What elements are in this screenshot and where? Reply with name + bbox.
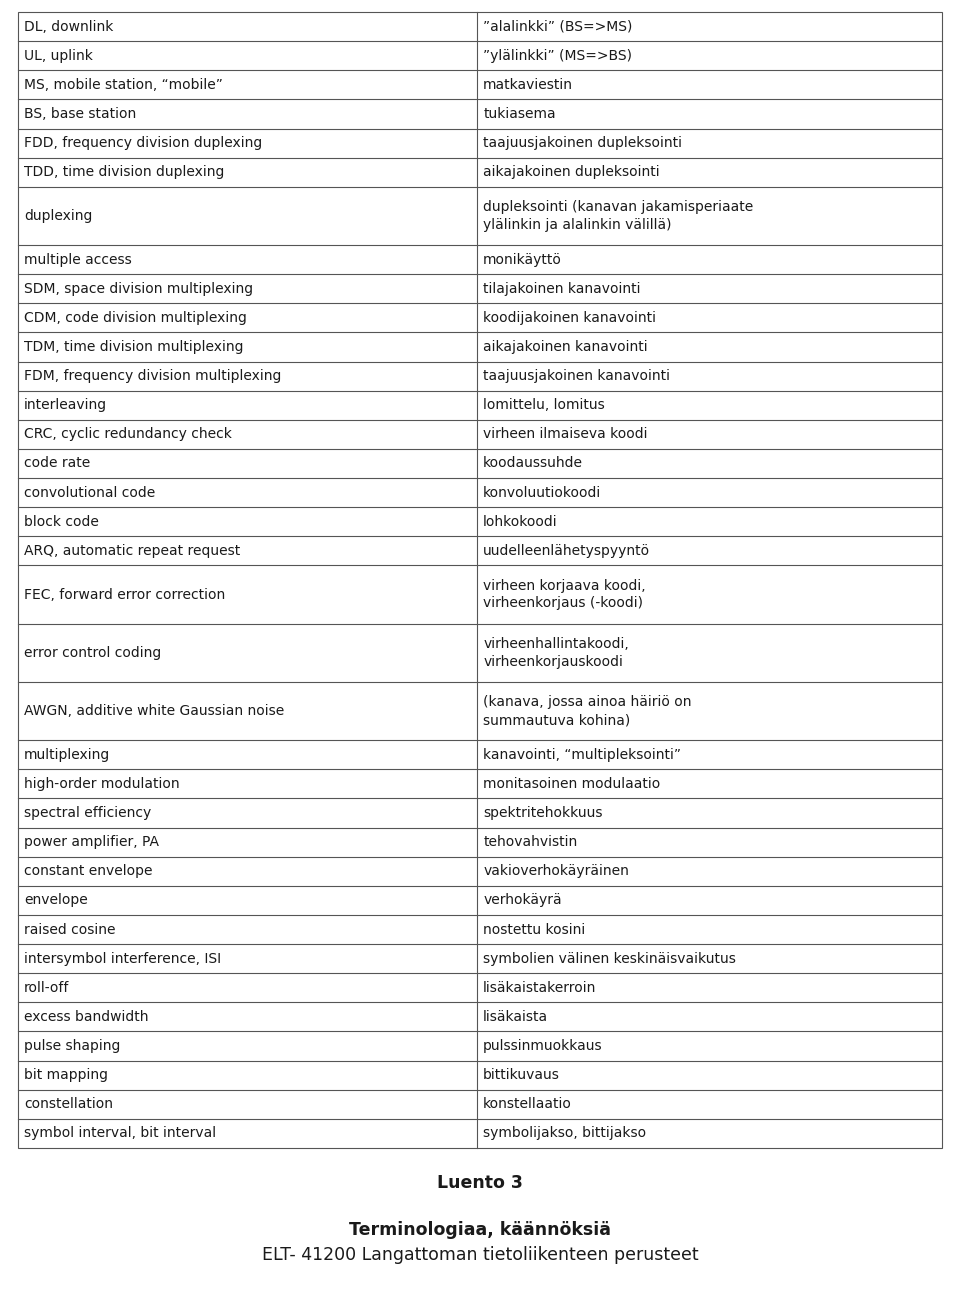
Text: constellation: constellation — [24, 1098, 113, 1111]
Text: envelope: envelope — [24, 893, 87, 908]
Text: virheen korjaava koodi,
virheenkorjaus (-koodi): virheen korjaava koodi, virheenkorjaus (… — [483, 579, 646, 610]
Text: multiplexing: multiplexing — [24, 748, 110, 762]
Text: lisäkaistakerroin: lisäkaistakerroin — [483, 981, 596, 994]
Text: duplexing: duplexing — [24, 208, 92, 223]
Text: interleaving: interleaving — [24, 398, 108, 413]
Text: vakioverhokäyräinen: vakioverhokäyräinen — [483, 865, 629, 878]
Text: monikäyttö: monikäyttö — [483, 253, 563, 267]
Text: symbol interval, bit interval: symbol interval, bit interval — [24, 1127, 216, 1141]
Text: roll-off: roll-off — [24, 981, 69, 994]
Text: Terminologiaa, käännöksiä: Terminologiaa, käännöksiä — [349, 1221, 611, 1239]
Text: convolutional code: convolutional code — [24, 486, 156, 499]
Text: Luento 3: Luento 3 — [437, 1174, 523, 1192]
Text: CDM, code division multiplexing: CDM, code division multiplexing — [24, 310, 247, 325]
Text: taajuusjakoinen dupleksointi: taajuusjakoinen dupleksointi — [483, 136, 683, 151]
Text: bittikuvaus: bittikuvaus — [483, 1068, 560, 1082]
Text: dupleksointi (kanavan jakamisperiaate
ylälinkin ja alalinkin välillä): dupleksointi (kanavan jakamisperiaate yl… — [483, 200, 754, 232]
Text: block code: block code — [24, 515, 99, 529]
Text: aikajakoinen kanavointi: aikajakoinen kanavointi — [483, 341, 648, 354]
Text: lohkokoodi: lohkokoodi — [483, 515, 558, 529]
Text: konstellaatio: konstellaatio — [483, 1098, 572, 1111]
Text: MS, mobile station, “mobile”: MS, mobile station, “mobile” — [24, 77, 223, 92]
Text: intersymbol interference, ISI: intersymbol interference, ISI — [24, 951, 221, 965]
Text: tukiasema: tukiasema — [483, 107, 556, 121]
Text: AWGN, additive white Gaussian noise: AWGN, additive white Gaussian noise — [24, 703, 284, 718]
Text: SDM, space division multiplexing: SDM, space division multiplexing — [24, 282, 253, 296]
Text: FEC, forward error correction: FEC, forward error correction — [24, 588, 226, 601]
Text: kanavointi, “multipleksointi”: kanavointi, “multipleksointi” — [483, 748, 682, 762]
Text: matkaviestin: matkaviestin — [483, 77, 573, 92]
Text: code rate: code rate — [24, 456, 90, 470]
Text: lisäkaista: lisäkaista — [483, 1010, 548, 1024]
Text: raised cosine: raised cosine — [24, 922, 115, 937]
Text: ARQ, automatic repeat request: ARQ, automatic repeat request — [24, 544, 240, 558]
Text: koodaussuhde: koodaussuhde — [483, 456, 584, 470]
Text: UL, uplink: UL, uplink — [24, 48, 93, 63]
Text: uudelleenlähetyspyyntö: uudelleenlähetyspyyntö — [483, 544, 650, 558]
Text: ”alalinkki” (BS=>MS): ”alalinkki” (BS=>MS) — [483, 20, 633, 34]
Text: TDM, time division multiplexing: TDM, time division multiplexing — [24, 341, 244, 354]
Text: virheen ilmaiseva koodi: virheen ilmaiseva koodi — [483, 427, 648, 441]
Text: ELT- 41200 Langattoman tietoliikenteen perusteet: ELT- 41200 Langattoman tietoliikenteen p… — [262, 1246, 698, 1264]
Text: constant envelope: constant envelope — [24, 865, 153, 878]
Text: lomittelu, lomitus: lomittelu, lomitus — [483, 398, 605, 413]
Text: aikajakoinen dupleksointi: aikajakoinen dupleksointi — [483, 165, 660, 179]
Text: verhokäyrä: verhokäyrä — [483, 893, 562, 908]
Text: ”ylälinkki” (MS=>BS): ”ylälinkki” (MS=>BS) — [483, 48, 633, 63]
Text: symbolien välinen keskinäisvaikutus: symbolien välinen keskinäisvaikutus — [483, 951, 736, 965]
Text: FDD, frequency division duplexing: FDD, frequency division duplexing — [24, 136, 262, 151]
Text: spektritehokkuus: spektritehokkuus — [483, 806, 603, 820]
Text: tehovahvistin: tehovahvistin — [483, 836, 578, 849]
Text: error control coding: error control coding — [24, 646, 161, 660]
Text: tilajakoinen kanavointi: tilajakoinen kanavointi — [483, 282, 640, 296]
Text: taajuusjakoinen kanavointi: taajuusjakoinen kanavointi — [483, 369, 670, 383]
Text: bit mapping: bit mapping — [24, 1068, 108, 1082]
Text: power amplifier, PA: power amplifier, PA — [24, 836, 159, 849]
Text: spectral efficiency: spectral efficiency — [24, 806, 152, 820]
Text: TDD, time division duplexing: TDD, time division duplexing — [24, 165, 225, 179]
Text: multiple access: multiple access — [24, 253, 132, 267]
Text: konvoluutiokoodi: konvoluutiokoodi — [483, 486, 602, 499]
Text: nostettu kosini: nostettu kosini — [483, 922, 586, 937]
Text: (kanava, jossa ainoa häiriö on
summautuva kohina): (kanava, jossa ainoa häiriö on summautuv… — [483, 696, 692, 727]
Text: FDM, frequency division multiplexing: FDM, frequency division multiplexing — [24, 369, 281, 383]
Text: pulse shaping: pulse shaping — [24, 1039, 120, 1053]
Text: virheenhallintakoodi,
virheenkorjauskoodi: virheenhallintakoodi, virheenkorjauskood… — [483, 637, 629, 668]
Text: monitasoinen modulaatio: monitasoinen modulaatio — [483, 777, 660, 791]
Text: CRC, cyclic redundancy check: CRC, cyclic redundancy check — [24, 427, 232, 441]
Text: high-order modulation: high-order modulation — [24, 777, 180, 791]
Text: pulssinmuokkaus: pulssinmuokkaus — [483, 1039, 603, 1053]
Text: excess bandwidth: excess bandwidth — [24, 1010, 149, 1024]
Text: DL, downlink: DL, downlink — [24, 20, 113, 34]
Text: koodijakoinen kanavointi: koodijakoinen kanavointi — [483, 310, 657, 325]
Text: symbolijakso, bittijakso: symbolijakso, bittijakso — [483, 1127, 646, 1141]
Text: BS, base station: BS, base station — [24, 107, 136, 121]
Bar — [18, 12, 942, 1148]
